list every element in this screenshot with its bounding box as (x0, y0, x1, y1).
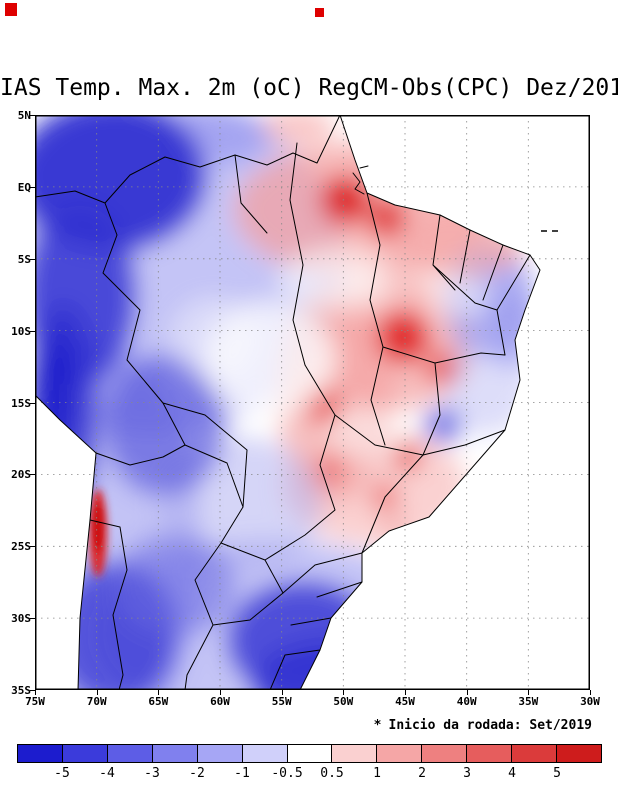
lon-tickmark (220, 690, 221, 695)
lon-tick-label: 45W (395, 695, 415, 708)
colorbar-segment (61, 744, 108, 763)
lon-tickmark (281, 690, 283, 695)
chile-coast-hotspot (89, 489, 107, 577)
colorbar-segment (331, 744, 378, 763)
colorbar-tick-label: 0.5 (320, 766, 344, 781)
lon-tickmark (590, 690, 591, 695)
lat-tick-label: 10S (11, 324, 31, 338)
lat-tick-label: 30S (11, 612, 31, 626)
bias-map-svg (0, 95, 590, 745)
lon-tick-label: 70W (86, 695, 107, 708)
lon-tick-label: 75W (25, 695, 45, 708)
colorbar-labels: -5 -4 -3 -2 -1 -0.5 0.5 1 2 3 4 5 (17, 766, 602, 784)
colorbar-tick-label: 2 (418, 766, 426, 781)
colorbar-segment (151, 744, 198, 763)
colorbar (17, 744, 602, 763)
lon-tickmark (405, 690, 406, 695)
asterisk-marker: * (373, 718, 382, 733)
chart-title: IAS Temp. Max. 2m (oC) RegCM-Obs(CPC) De… (0, 75, 618, 101)
lon-tickmark (528, 690, 530, 695)
colorbar-tick-label: 5 (553, 766, 561, 781)
colorbar-segment (106, 744, 153, 763)
lon-tick-label: 40W (456, 695, 477, 708)
map-plot (0, 95, 590, 745)
map-frame (35, 115, 590, 690)
lat-tick-label: 5S (17, 252, 31, 266)
lat-tick-label: 25S (11, 540, 31, 554)
colorbar-segment (286, 744, 333, 763)
colorbar-tick-label: 1 (373, 766, 381, 781)
colorbar-tick-label: -1 (234, 766, 250, 781)
lon-tickmark (35, 690, 36, 695)
lon-tick-label: 35W (518, 695, 539, 708)
colorbar-segment (376, 744, 423, 763)
registration-mark (5, 3, 17, 16)
colorbar-tick-label: -0.5 (271, 766, 303, 781)
colorbar-segment (466, 744, 513, 763)
colorbar-tick-label: -5 (54, 766, 70, 781)
colorbar-segment (511, 744, 558, 763)
lon-tick-label: 55W (271, 695, 292, 708)
lon-tick-label: 50W (333, 695, 354, 708)
colorbar-segment (421, 744, 468, 763)
lon-tickmark (158, 690, 160, 695)
colorbar-tick-label: -3 (144, 766, 160, 781)
lon-tickmark (96, 690, 98, 695)
lon-tick-label: 60W (210, 695, 230, 708)
lat-tick-label: EQ (17, 180, 31, 194)
registration-mark (315, 8, 324, 17)
lon-tick-label: 30W (580, 695, 600, 708)
colorbar-tick-label: 4 (508, 766, 516, 781)
borders-layer (34, 114, 541, 691)
colorbar-tick-label: -2 (189, 766, 205, 781)
lat-tickmark (30, 690, 35, 691)
colorbar-tick-label: -4 (99, 766, 115, 781)
run-start-annotation: * Inicio da rodada: Set/2019 (374, 718, 592, 733)
lat-tick-label: 5N (17, 109, 31, 122)
colorbar-tick-label: 3 (463, 766, 471, 781)
lat-tick-label: 35S (11, 684, 31, 697)
colorbar-segment (196, 744, 243, 763)
lat-tick-label: 20S (11, 468, 31, 482)
lat-tick-label: 15S (11, 396, 31, 410)
annotation-text: Inicio da rodada: Set/2019 (388, 718, 593, 733)
colorbar-segment (556, 744, 602, 763)
lon-tick-label: 65W (148, 695, 169, 708)
lon-tickmark (343, 690, 345, 695)
colorbar-segment (17, 744, 63, 763)
lon-tickmark (466, 690, 468, 695)
colorbar-segment (241, 744, 288, 763)
